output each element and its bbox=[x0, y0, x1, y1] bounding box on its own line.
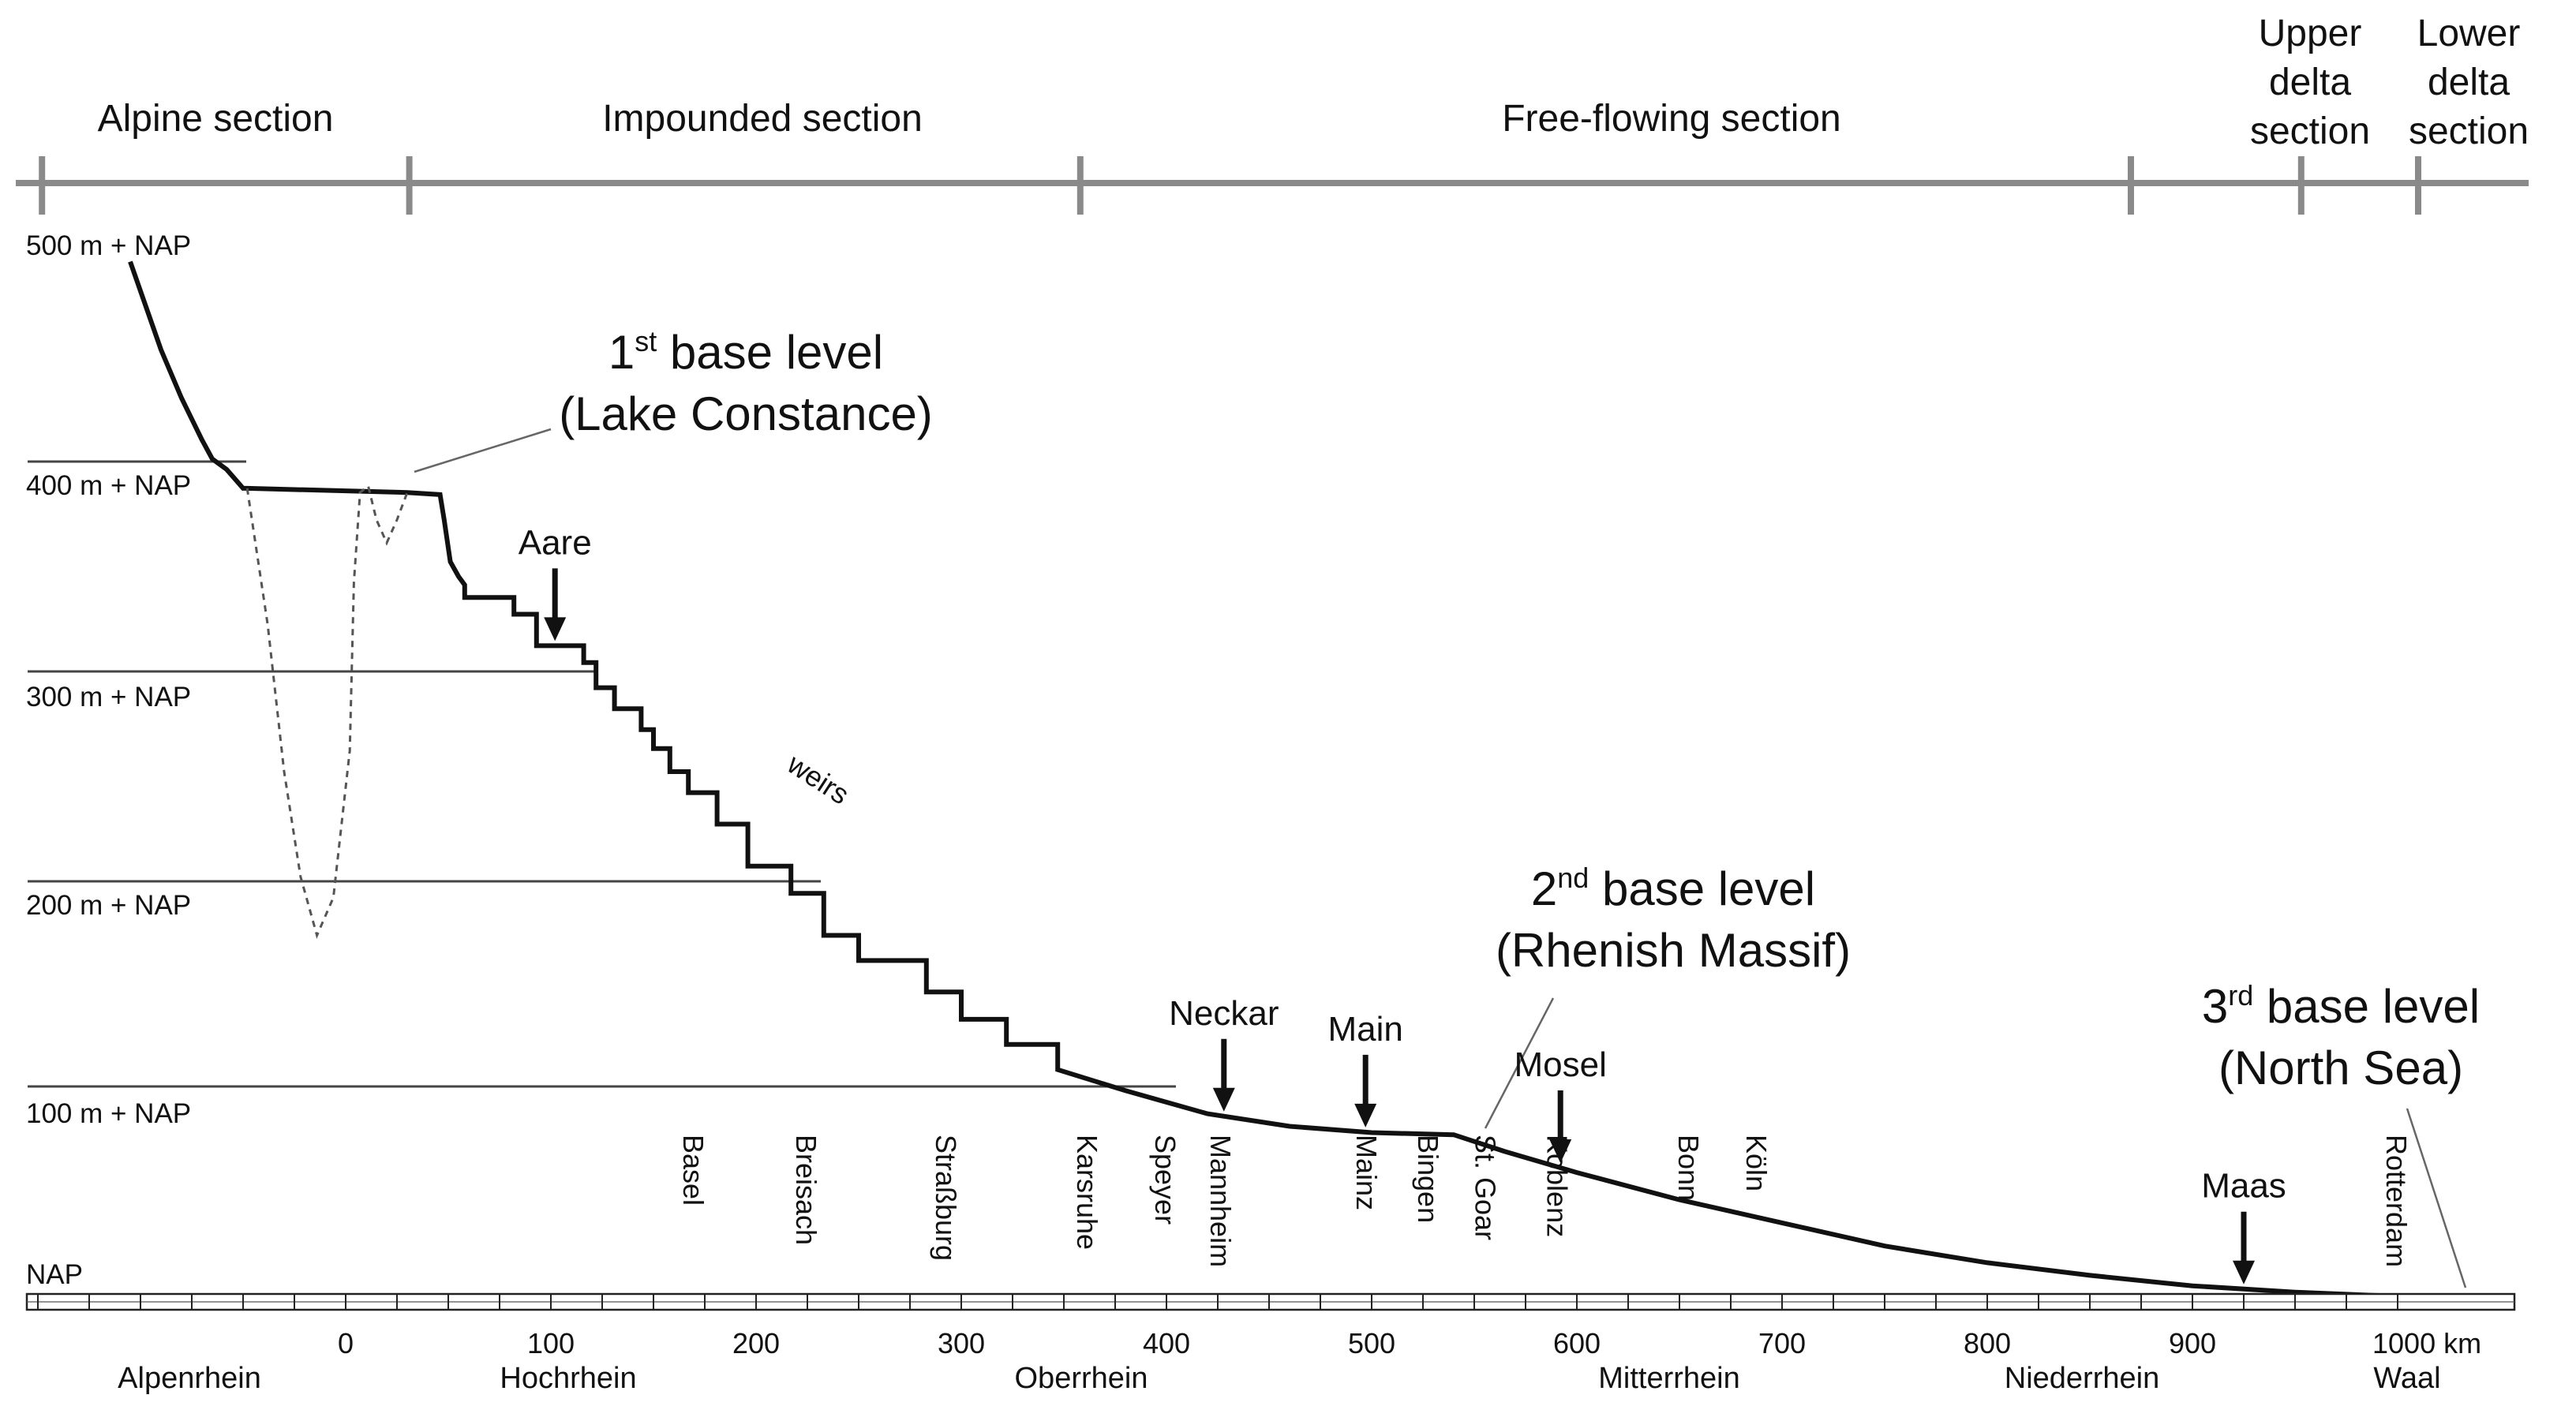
elevation-label-300: 300 m + NAP bbox=[26, 682, 191, 712]
city-label-koblenz: Koblenz bbox=[1541, 1135, 1574, 1237]
base-level-2-ordinal: 2 bbox=[1531, 862, 1557, 915]
reach-label-alpenrhein: Alpenrhein bbox=[118, 1362, 261, 1395]
city-label-breisach: Breisach bbox=[790, 1135, 822, 1245]
tributary-arrow-head bbox=[544, 617, 567, 641]
section-ticks bbox=[39, 156, 2421, 215]
tributary-label: Mosel bbox=[1515, 1045, 1607, 1084]
river-profile-line bbox=[128, 260, 2398, 1299]
city-label-st-goar: St. Goar bbox=[1470, 1135, 1502, 1240]
km-tick-label: 500 bbox=[1348, 1327, 1395, 1359]
base-level-2-sub: (Rhenish Massif) bbox=[1496, 924, 1851, 977]
section-label-free-flowing: Free-flowing section bbox=[1502, 98, 1841, 140]
base-level-1-suffix: st bbox=[635, 325, 657, 357]
base-level-1-rest: base level bbox=[657, 326, 883, 379]
base-level-2-leader bbox=[1484, 997, 1555, 1129]
tributary-arrow-head bbox=[2233, 1260, 2255, 1284]
tributary-arrow-head bbox=[1354, 1103, 1377, 1127]
section-label-lower-delta-3: section bbox=[2409, 110, 2529, 152]
km-tick-label: 0 bbox=[338, 1327, 354, 1359]
km-tick-label: 800 bbox=[1964, 1327, 2011, 1359]
km-tick-label: 200 bbox=[732, 1327, 780, 1359]
base-level-3-rest: base level bbox=[2253, 980, 2480, 1033]
elevation-label-200: 200 m + NAP bbox=[26, 890, 191, 921]
base-level-2-rest: base level bbox=[1589, 862, 1815, 915]
km-tick-label: 600 bbox=[1553, 1327, 1601, 1359]
section-label-lower-delta-1: Lower bbox=[2417, 13, 2521, 54]
section-bar: Alpine section Impounded section Free-fl… bbox=[16, 13, 2529, 215]
city-label-bingen: Bingen bbox=[1412, 1135, 1444, 1223]
km-axis: 0 100 200 300 400 500 600 700 800 900 1000 km bbox=[25, 1292, 2516, 1359]
tributary-aare: Aare bbox=[519, 523, 592, 641]
city-label-karsruhe: Karsruhe bbox=[1071, 1135, 1103, 1250]
city-label-stra-burg: Straßburg bbox=[930, 1135, 962, 1261]
reach-label-waal: Waal bbox=[2373, 1362, 2440, 1395]
km-tick-label: 700 bbox=[1758, 1327, 1806, 1359]
elevation-grid: 500 m + NAP 400 m + NAP 300 m + NAP 200 … bbox=[26, 230, 1176, 1290]
city-label-mannheim: Mannheim bbox=[1204, 1135, 1237, 1267]
city-label-rotterdam: Rotterdam bbox=[2380, 1135, 2413, 1267]
reach-label-oberrhein: Oberrhein bbox=[1015, 1362, 1148, 1395]
elevation-label-400: 400 m + NAP bbox=[26, 470, 191, 501]
base-level-3-title: 3rd base level bbox=[2202, 979, 2480, 1033]
elevation-label-500: 500 m + NAP bbox=[26, 230, 191, 261]
city-label-k-ln: Köln bbox=[1740, 1135, 1773, 1191]
elevation-label-nap: NAP bbox=[26, 1259, 83, 1290]
base-level-3-leader bbox=[2406, 1108, 2467, 1288]
tributary-arrow-head bbox=[1549, 1139, 1572, 1163]
reach-labels: Alpenrhein Hochrhein Oberrhein Mitterrhein N… bbox=[118, 1362, 2440, 1395]
section-label-alpine: Alpine section bbox=[98, 98, 334, 140]
city-label-speyer: Speyer bbox=[1149, 1135, 1181, 1225]
tributary-neckar: Neckar bbox=[1169, 994, 1279, 1112]
base-level-1-title: 1st base level bbox=[608, 325, 883, 379]
city-layer: Basel Breisach Straßburg Karsruhe Speyer Mann… bbox=[677, 1135, 2413, 1267]
tributary-label: Aare bbox=[519, 523, 592, 562]
tributary-layer: Aare Neckar Main Mosel Maas bbox=[519, 523, 2286, 1284]
base-level-1-ordinal: 1 bbox=[608, 326, 635, 379]
lake-constance-basin-line bbox=[245, 484, 409, 939]
km-tick-label: 900 bbox=[2169, 1327, 2216, 1359]
tributary-maas: Maas bbox=[2201, 1167, 2286, 1284]
tributary-mosel: Mosel bbox=[1515, 1045, 1607, 1163]
tributary-label: Main bbox=[1328, 1010, 1403, 1049]
base-level-2-suffix: nd bbox=[1557, 862, 1589, 894]
tributary-main: Main bbox=[1328, 1010, 1403, 1127]
base-level-1-sub: (Lake Constance) bbox=[559, 387, 933, 440]
km-tick-label: 300 bbox=[938, 1327, 985, 1359]
base-level-annotations: 1st base level (Lake Constance) 2nd base… bbox=[414, 325, 2480, 1288]
km-tick-label: 400 bbox=[1143, 1327, 1190, 1359]
base-level-2-title: 2nd base level bbox=[1531, 862, 1815, 915]
section-label-lower-delta-2: delta bbox=[2428, 62, 2510, 103]
city-label-mainz: Mainz bbox=[1350, 1135, 1383, 1210]
reach-label-niederrhein: Niederrhein bbox=[2005, 1362, 2159, 1395]
base-level-1-leader bbox=[414, 428, 552, 473]
profile-layer bbox=[128, 260, 2398, 1299]
section-label-impounded: Impounded section bbox=[602, 98, 923, 140]
city-label-basel: Basel bbox=[677, 1135, 710, 1206]
reach-label-hochrhein: Hochrhein bbox=[500, 1362, 636, 1395]
tributary-label: Maas bbox=[2201, 1167, 2286, 1206]
base-level-3-suffix: rd bbox=[2228, 979, 2253, 1011]
tributary-label: Neckar bbox=[1169, 994, 1279, 1033]
city-label-bonn: Bonn bbox=[1672, 1135, 1705, 1201]
base-level-3-ordinal: 3 bbox=[2202, 980, 2228, 1033]
tributary-arrow-head bbox=[1212, 1087, 1235, 1112]
reach-label-mitterrhein: Mitterrhein bbox=[1598, 1362, 1740, 1395]
km-tick-label: 1000 km bbox=[2372, 1327, 2481, 1359]
section-label-upper-delta-2: delta bbox=[2269, 62, 2351, 103]
elevation-label-100: 100 m + NAP bbox=[26, 1098, 191, 1129]
section-label-upper-delta-3: section bbox=[2250, 110, 2370, 152]
km-tick-label: 100 bbox=[527, 1327, 575, 1359]
base-level-3-sub: (North Sea) bbox=[2218, 1041, 2463, 1094]
section-label-upper-delta-1: Upper bbox=[2259, 13, 2362, 54]
weirs-label: weirs bbox=[781, 747, 856, 811]
